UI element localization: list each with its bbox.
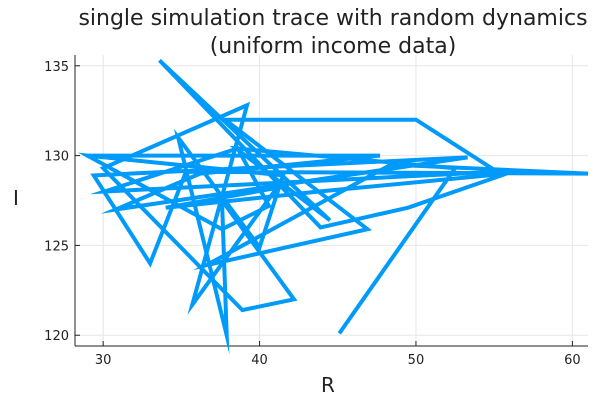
y-tick-label-1: 125 — [44, 239, 69, 254]
x-tick-label-3: 60 — [564, 353, 581, 368]
y-tick-label-2: 130 — [44, 150, 69, 165]
chart-title-line-2: (uniform income data) — [210, 34, 457, 59]
axes: 30 40 50 60 120 125 130 135 — [44, 55, 588, 368]
chart-title-line-1: single simulation trace with random dyna… — [78, 6, 587, 31]
x-tick-label-0: 30 — [95, 353, 112, 368]
y-tick-label-3: 135 — [44, 60, 69, 75]
x-tick-label-2: 50 — [408, 353, 425, 368]
y-axis-label: I — [13, 186, 19, 210]
x-axis-label: R — [321, 373, 335, 397]
series-layer — [77, 58, 589, 355]
x-tick-label-1: 40 — [251, 353, 268, 368]
series-line-0 — [77, 58, 589, 355]
y-tick-label-0: 120 — [44, 329, 69, 344]
